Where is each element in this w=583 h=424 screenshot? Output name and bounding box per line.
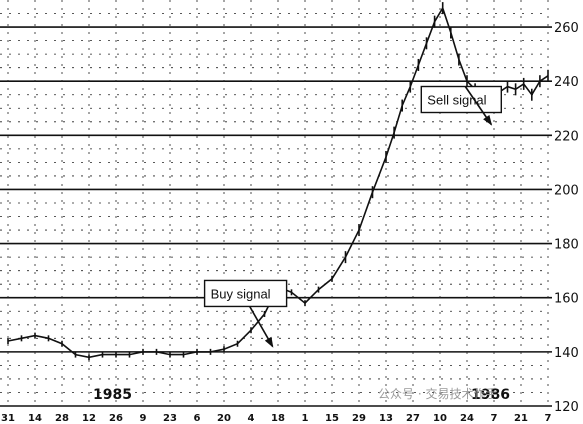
- year-label: 1985: [93, 387, 132, 403]
- x-tick-label: 15: [325, 413, 339, 424]
- grid: [0, 0, 552, 407]
- x-tick-label: 7: [545, 413, 552, 424]
- x-tick-label: 6: [194, 413, 201, 424]
- y-tick-label: 180: [554, 238, 579, 253]
- x-tick-label: 13: [379, 413, 393, 424]
- callout-box: [420, 85, 502, 114]
- x-tick-label: 28: [55, 413, 69, 424]
- x-tick-label: 9: [140, 413, 147, 424]
- y-tick-label: 120: [554, 400, 579, 415]
- watermark-text: 公众号 · 交易技术作手: [378, 386, 497, 401]
- callout-label: Buy signal: [211, 286, 271, 301]
- x-tick-label: 26: [109, 413, 123, 424]
- x-tick-label: 29: [352, 413, 366, 424]
- x-tick-label: 27: [406, 413, 420, 424]
- arrow-head: [264, 336, 274, 348]
- y-tick-label: 240: [554, 75, 579, 90]
- x-tick-label: 24: [460, 413, 474, 424]
- x-tick-label: 1: [302, 413, 309, 424]
- y-axis-labels: 120 140 160 180 200 220 240 260: [554, 21, 579, 415]
- y-tick-label: 140: [554, 346, 579, 361]
- x-tick-label: 7: [491, 413, 498, 424]
- x-tick-label: 23: [163, 413, 177, 424]
- x-axis-labels: 31 14 28 12 26 9 23 6 20 4 18 1 15 29 13 27 10 24 7 21 7: [1, 413, 551, 424]
- y-tick-label: 200: [554, 183, 579, 198]
- x-tick-label: 14: [28, 413, 42, 424]
- year-labels: 1985 1986: [93, 387, 510, 403]
- year-label: 1986: [471, 387, 510, 403]
- y-tick-label: 220: [554, 129, 579, 144]
- callout-box: [203, 279, 288, 308]
- x-tick-label: 21: [514, 413, 528, 424]
- x-tick-label: 20: [217, 413, 231, 424]
- x-tick-label: 31: [1, 413, 15, 424]
- y-tick-label: 260: [554, 21, 579, 36]
- arrow-head: [483, 114, 493, 126]
- x-tick-label: 12: [82, 413, 96, 424]
- x-tick-label: 10: [433, 413, 447, 424]
- y-tick-label: 160: [554, 292, 579, 307]
- x-tick-label: 4: [248, 413, 255, 424]
- x-tick-label: 18: [271, 413, 285, 424]
